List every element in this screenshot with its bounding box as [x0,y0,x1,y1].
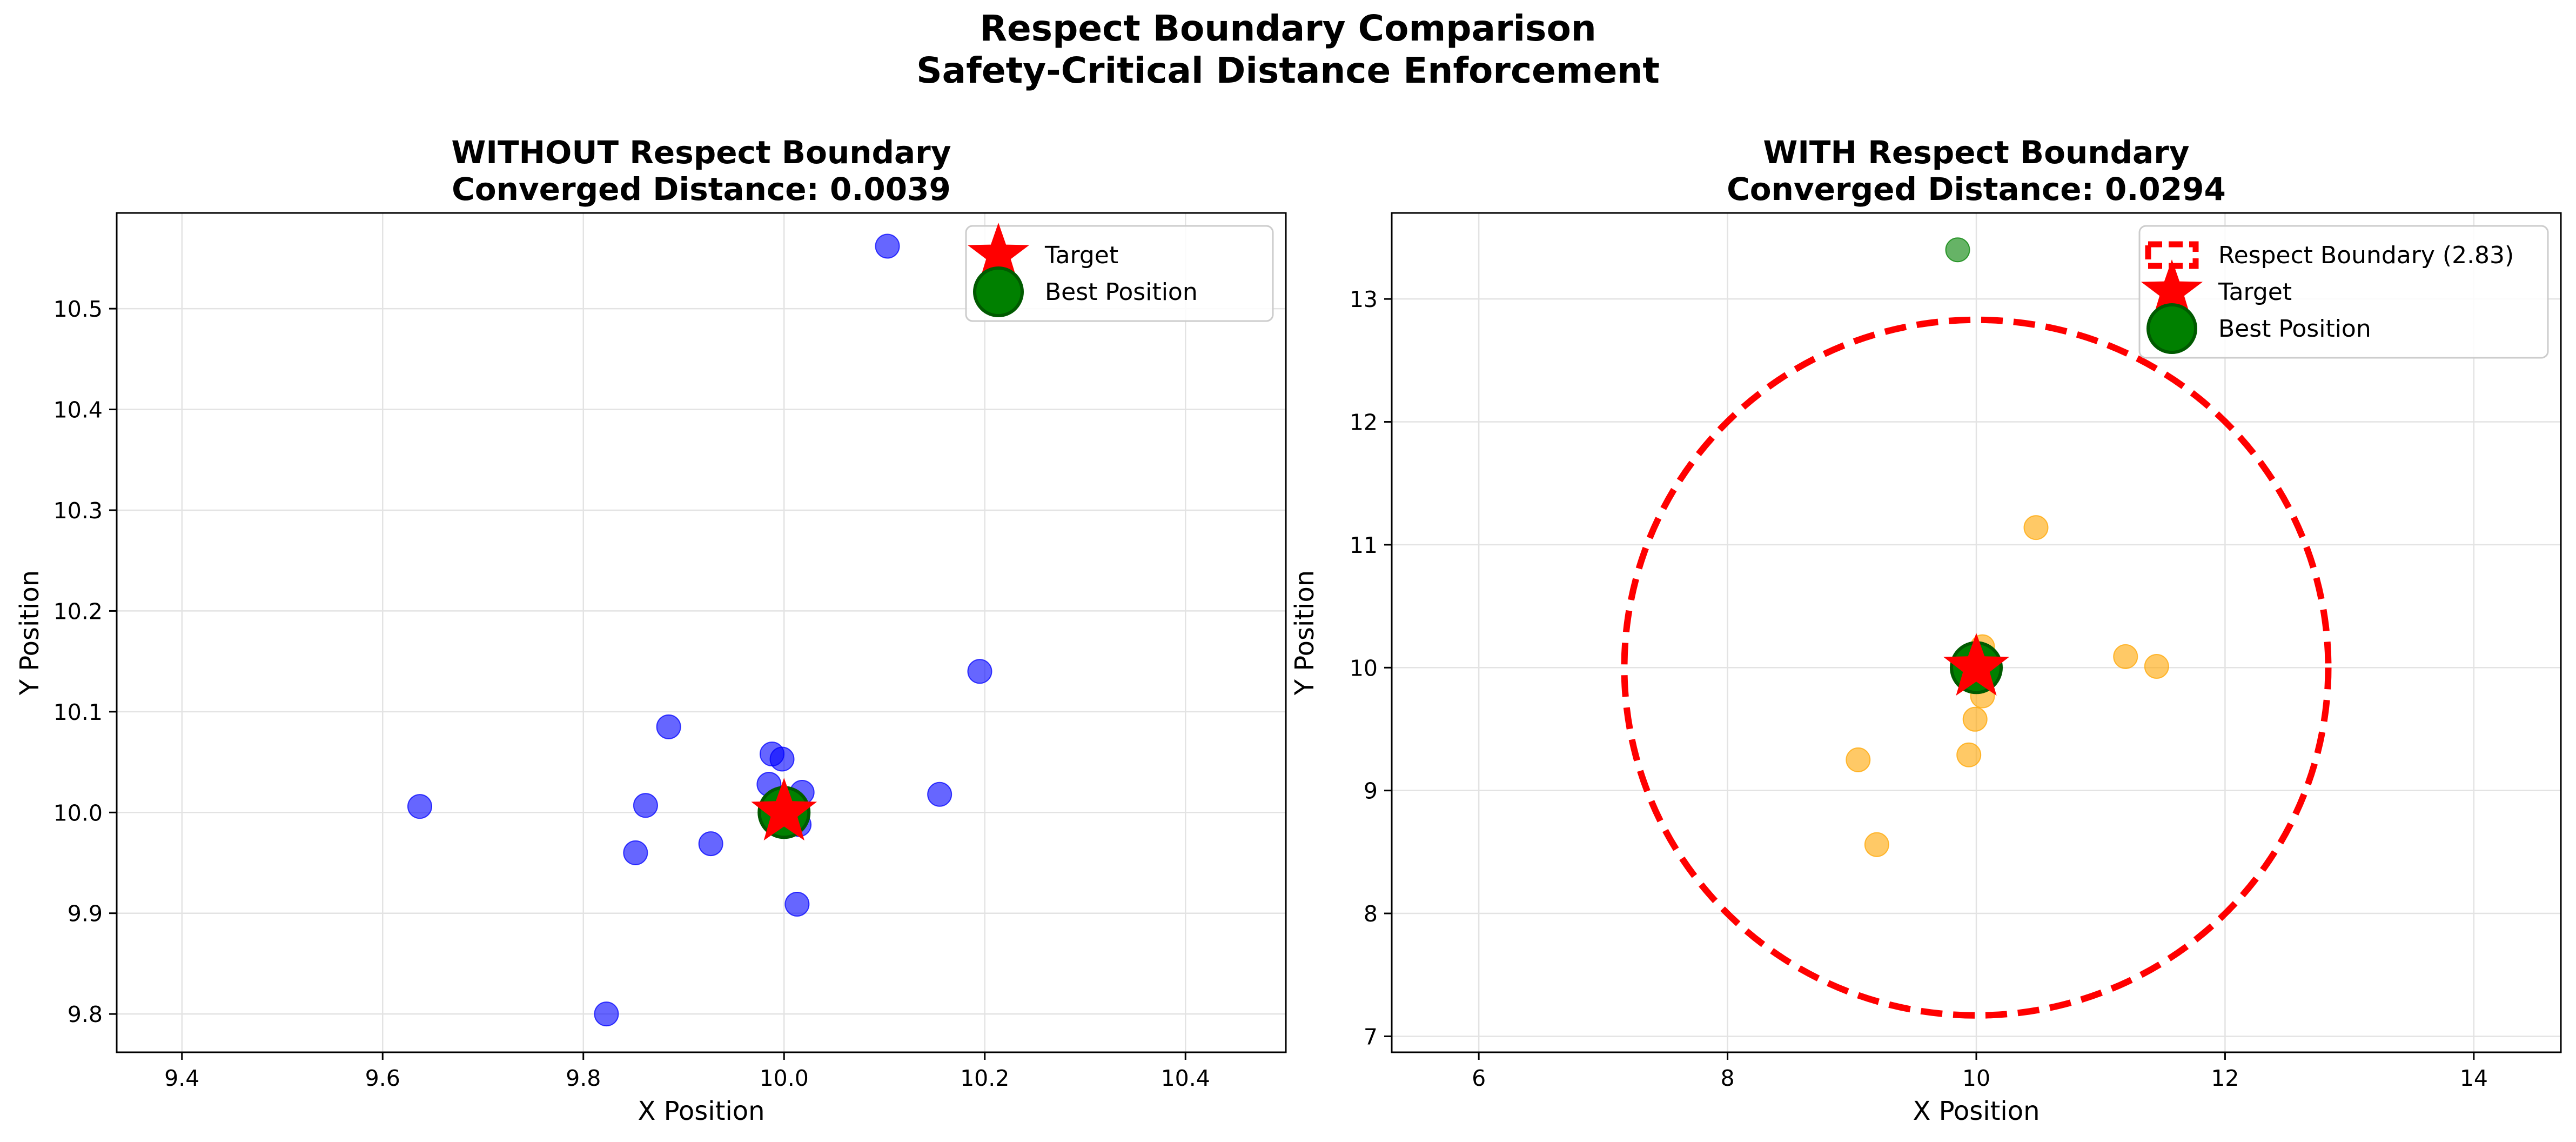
legend-star-marker [2141,259,2203,318]
y-tick-label: 10 [1350,655,1378,681]
left-panel: 9.4 9.6 9.8 10.0 10.2 10.4 9.8 9.9 10.0 10.1 10.2 1… [15,212,1287,1126]
axes-frame [116,212,1287,1053]
particle-point [698,831,723,857]
particle-point [2113,644,2138,669]
x-tick-label: 14 [2460,1065,2488,1091]
particle-point [1846,747,1871,772]
x-tick-label: 8 [1721,1065,1735,1091]
right-panel-title: WITH Respect Boundary Converged Distance… [1392,134,2561,208]
right-panel-title-line-1: WITH Respect Boundary [1763,134,2190,171]
y-tick-label: 12 [1350,410,1378,436]
particle-point [1962,706,1988,732]
particle-point [2023,515,2049,540]
x-tick-label: 10.4 [1161,1065,1210,1091]
particle-point [407,794,432,819]
y-tick-label: 11 [1350,532,1378,558]
legend-circle-marker [973,266,1024,317]
particle-point [1956,742,1982,767]
particle-point [967,659,992,684]
x-tick-label: 10.2 [960,1065,1009,1091]
legend-star-marker [967,223,1030,282]
particle-point [784,891,810,917]
left-panel-title: WITHOUT Respect Boundary Converged Dista… [117,134,1286,208]
outside-particle-point [1945,237,1970,263]
particle-point [656,714,681,739]
particle-point [875,233,900,259]
legend-entry-label: Target [2218,278,2292,306]
x-tick-label: 9.4 [164,1065,199,1091]
legend-box [2138,225,2549,359]
respect-boundary-circle [1621,316,2332,1019]
target-star [751,778,817,841]
y-tick-label: 10.5 [53,296,103,322]
figure-title-line-2: Safety-Critical Distance Enforcement [916,50,1660,91]
x-tick-label: 10.0 [760,1065,809,1091]
y-tick-label: 9.9 [68,901,103,927]
x-tick-label: 12 [2211,1065,2239,1091]
particle-point [927,782,952,807]
y-tick-label: 10.4 [53,397,103,423]
y-tick-label: 7 [1364,1024,1378,1050]
y-tick-label: 10.3 [53,498,103,524]
figure-title-line-1: Respect Boundary Comparison [980,8,1596,49]
y-tick-label: 8 [1364,901,1378,927]
y-tick-label: 9.8 [68,1001,103,1027]
legend-entry-label: Target [1044,242,1118,269]
y-tick-label: 10.0 [53,800,103,826]
x-axis-label: X Position [638,1096,764,1126]
y-tick-label: 10.2 [53,598,103,624]
y-axis-label: Y Position [15,570,45,696]
y-tick-label: 9 [1364,778,1378,804]
right-panel: 6 8 10 12 14 7 8 9 10 11 12 13 X Position Y Position R… [1290,212,2562,1126]
left-panel-title-line-2: Converged Distance: 0.0039 [452,171,951,208]
legend-entry-label: Best Position [1045,278,1198,306]
y-tick-label: 13 [1350,286,1378,312]
legend-entry-label: Best Position [2218,315,2371,343]
legend-entry-label: Respect Boundary (2.83) [2218,242,2514,269]
particle-point [2144,654,2169,679]
legend: Respect Boundary (2.83) Target Best Positi… [2138,225,2549,359]
x-tick-label: 9.8 [566,1065,601,1091]
figure-title: Respect Boundary Comparison Safety-Criti… [0,8,2576,92]
particle-point [1864,832,1889,857]
x-axis-label: X Position [1913,1096,2040,1126]
particle-point [623,840,648,865]
y-axis-label: Y Position [1290,570,1320,696]
legend: Target Best Position [965,223,1274,322]
y-tick-label: 10.1 [53,699,103,725]
legend-circle-marker [2146,303,2197,354]
left-panel-title-line-1: WITHOUT Respect Boundary [451,134,951,171]
legend-box [965,225,1274,322]
x-tick-label: 6 [1472,1065,1486,1091]
x-tick-label: 9.6 [365,1065,400,1091]
particle-point [594,1001,619,1027]
particle-point [769,746,795,772]
right-panel-title-line-2: Converged Distance: 0.0294 [1727,171,2226,208]
particle-point [633,793,658,818]
target-star [1943,633,2009,696]
x-tick-label: 10 [1962,1065,1990,1091]
